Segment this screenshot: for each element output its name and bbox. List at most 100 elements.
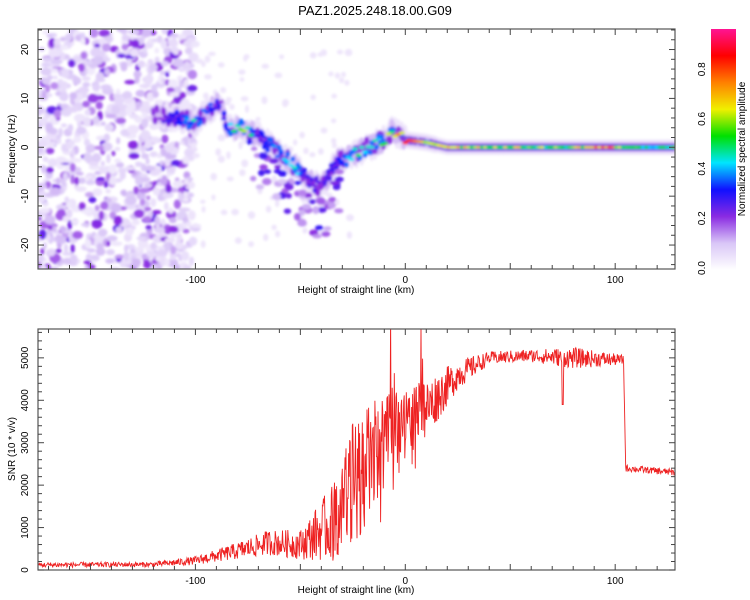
spectrogram-noise-cell: [53, 75, 58, 80]
spectrogram-noise-cell: [139, 173, 149, 178]
spectrogram-noise-cell: [150, 242, 157, 250]
spectrogram-noise-cell: [161, 29, 168, 35]
spectrogram-noise-cell: [84, 109, 91, 116]
spectrogram-noise-cell: [104, 35, 114, 43]
spectrogram-branch-cell: [309, 229, 319, 236]
spectrogram-noise-cell: [141, 29, 152, 38]
spectrogram-noise-cell: [138, 187, 151, 194]
spectrogram-ridge-peak: [180, 114, 187, 118]
spectrogram-branch-cell: [298, 209, 306, 216]
spectrogram-noise-cell: [124, 244, 129, 253]
spectrogram-ridge-peak: [281, 157, 288, 161]
figure-title: PAZ1.2025.248.18.00.G09: [298, 3, 452, 18]
snr-ytick-label: 1000: [20, 516, 31, 539]
spectrogram-noise-cell: [46, 33, 53, 38]
spectrogram-noise-cell: [341, 71, 346, 78]
spectrogram-ridge-peak: [241, 129, 248, 133]
spectrogram-ridge-peak: [227, 122, 234, 126]
spectrogram-noise-cell: [161, 192, 174, 199]
spectrogram-noise-cell: [89, 29, 99, 38]
spectrogram-noise-cell: [68, 59, 76, 68]
spectrogram-frame: [37, 28, 676, 270]
spectrogram-noise-cell: [50, 59, 63, 65]
spectrogram-noise-cell: [83, 260, 92, 265]
spectrogram-noise-cell: [200, 240, 206, 248]
spectrogram-noise-cell: [146, 250, 157, 258]
spectrogram-noise-cell: [220, 87, 227, 94]
spectrogram-noise-cell: [336, 49, 344, 55]
spectrogram-noise-cell: [166, 87, 175, 92]
snr-ytick-label: 0: [20, 567, 31, 573]
spectrogram-noise-cell: [80, 37, 86, 45]
spectrogram-noise-cell: [186, 192, 195, 198]
spectrogram-noise-cell: [248, 241, 255, 248]
spectrogram-branch-cell: [328, 196, 337, 203]
spectrogram-noise-cell: [67, 124, 74, 133]
spectrogram-noise-cell: [188, 256, 195, 266]
spectrogram-ridge-peak: [355, 153, 362, 157]
spectrogram-noise-cell: [70, 219, 79, 225]
spectrogram-branch-cell: [258, 169, 265, 177]
spectrogram-noise-cell: [42, 30, 50, 35]
spectrogram-noise-cell: [73, 30, 81, 36]
spectrogram-noise-cell: [183, 157, 189, 162]
spectrogram-noise-cell: [196, 224, 202, 229]
spectrogram-noise-cell: [121, 34, 131, 42]
spectrogram-noise-cell: [188, 52, 199, 63]
spectrogram-ridge-peak: [325, 176, 332, 180]
spectrogram-noise-cell: [72, 231, 84, 240]
spectrogram-noise-cell: [335, 198, 340, 206]
spectrogram-branch-cell: [258, 152, 269, 160]
spectrogram-noise-cell: [110, 202, 122, 213]
spectrogram-ridge-peak: [348, 157, 355, 162]
spectrogram-noise-cell: [153, 226, 166, 234]
spectrogram-noise-cell: [238, 141, 243, 150]
spectrogram-noise-cell: [188, 210, 196, 221]
spectrogram-noise-cell: [143, 182, 153, 189]
spectrogram-noise-cell: [131, 39, 140, 49]
spectrogram-noise-cell: [62, 215, 70, 223]
spectrogram-noise-cell: [275, 230, 281, 238]
spectrogram-noise-cell: [195, 58, 204, 64]
spectrogram-noise-cell: [45, 147, 55, 155]
spectrogram-noise-cell: [55, 248, 62, 253]
spectrogram-branch-cell: [246, 138, 253, 145]
spectrogram-noise-cell: [42, 242, 47, 250]
spectrogram-branch-cell: [329, 180, 340, 186]
spectrogram-branch-cell: [304, 192, 313, 199]
spectrogram-noise-cell: [106, 249, 115, 256]
spectrogram-noise-cell: [143, 211, 149, 217]
spectrogram-noise-cell: [178, 191, 183, 202]
spectrogram-ridge-peak: [163, 115, 170, 119]
spectrogram-ridge-peak: [314, 180, 321, 184]
spectrogram-noise-cell: [103, 180, 109, 188]
spectrogram-noise-cell: [211, 194, 216, 201]
spectrogram-noise-cell: [81, 76, 91, 82]
spectrogram-noise-cell: [231, 208, 239, 216]
spectrogram-noise-cell: [142, 166, 154, 172]
spectrogram-noise-cell: [167, 258, 179, 268]
spectrogram-noise-cell: [331, 118, 337, 124]
spectrogram-noise-cell: [183, 191, 189, 198]
spectrogram-noise-cell: [55, 234, 63, 242]
spectrogram-noise-cell: [103, 133, 111, 142]
spectrogram-noise-cell: [263, 233, 269, 242]
spectrogram-ridge-peak: [375, 136, 382, 141]
spectrogram-noise-cell: [156, 249, 168, 257]
spectrogram-noise-cell: [234, 237, 242, 244]
spectrogram-noise-cell: [149, 151, 158, 158]
spectrogram-noise-cell: [38, 254, 45, 263]
spectrogram-noise-cell: [76, 126, 87, 135]
spectrogram-noise-cell: [88, 59, 93, 65]
spectrogram-branch-cell: [301, 203, 312, 210]
spectrogram-branch-cell: [250, 175, 257, 182]
spectrogram-noise-cell: [146, 195, 151, 201]
spectrogram-noise-cell: [180, 98, 190, 109]
spectrogram-ridge-cell: [161, 107, 167, 116]
spectrogram-noise-cell: [165, 71, 170, 77]
spectrogram-noise-cell: [96, 243, 104, 252]
spectrogram-noise-cell: [85, 179, 96, 186]
spectrogram-branch-cell: [316, 197, 326, 205]
spectrogram-noise-cell: [344, 79, 350, 86]
